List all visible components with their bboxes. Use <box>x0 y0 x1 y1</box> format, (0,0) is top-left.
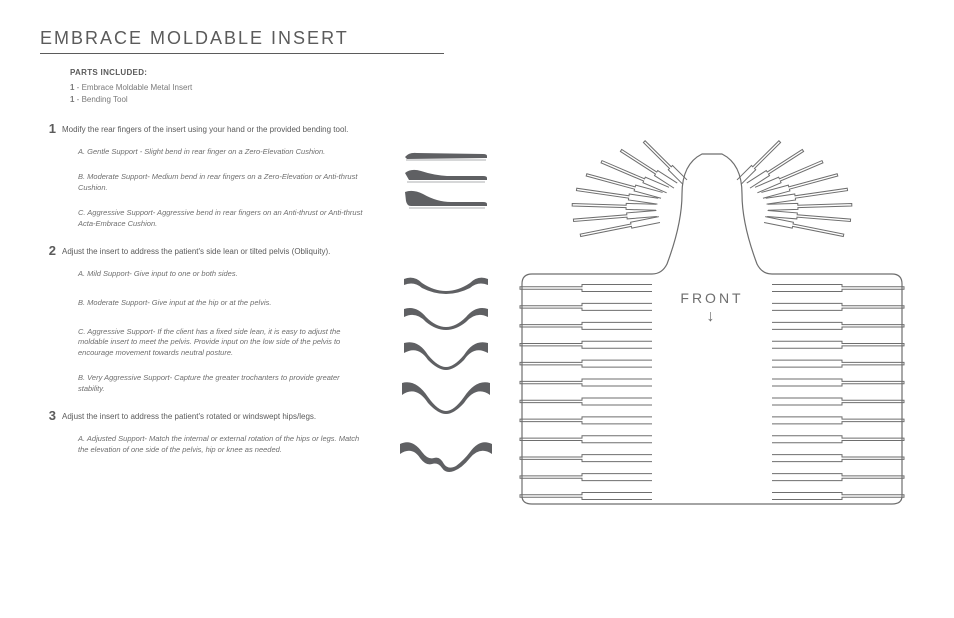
front-label: FRONT ↓ <box>680 290 743 326</box>
step-2-sub-a: A. Mild Support- Give input to one or bo… <box>78 269 368 280</box>
step-2-sub-c: C. Aggressive Support- If the client has… <box>78 327 368 360</box>
step-2-text: Adjust the insert to address the patient… <box>62 244 330 257</box>
obliquity-shape-very-aggressive <box>400 381 492 415</box>
step-2-sublist: A. Mild Support- Give input to one or bo… <box>78 269 368 395</box>
step-1-number: 1 <box>40 122 56 135</box>
parts-qty-0: 1 <box>70 83 74 92</box>
step-2-sub-d: B. Very Aggressive Support- Capture the … <box>78 373 368 395</box>
step-3-shapes <box>386 438 506 482</box>
obliquity-shape-aggressive <box>400 341 492 371</box>
rotation-shape <box>398 438 494 476</box>
parts-included-block: PARTS INCLUDED: 1 - Embrace Moldable Met… <box>70 68 520 104</box>
page-title: EMBRACE MOLDABLE INSERT <box>40 28 520 49</box>
front-text: FRONT <box>680 290 743 306</box>
step-1: 1 Modify the rear fingers of the insert … <box>40 122 520 135</box>
parts-line-0: 1 - Embrace Moldable Metal Insert <box>70 83 520 92</box>
step-2: 2 Adjust the insert to address the patie… <box>40 244 520 257</box>
parts-name-0: Embrace Moldable Metal Insert <box>82 83 193 92</box>
step-2-number: 2 <box>40 244 56 257</box>
step-3-sub-a: A. Adjusted Support- Match the internal … <box>78 434 368 456</box>
step-1-sub-a: A. Gentle Support - Slight bend in rear … <box>78 147 368 158</box>
bend-shape-gentle <box>403 147 489 161</box>
title-rule <box>40 53 444 54</box>
parts-qty-1: 1 <box>70 95 74 104</box>
step-1-sublist: A. Gentle Support - Slight bend in rear … <box>78 147 368 229</box>
bend-shape-aggressive <box>403 189 489 209</box>
step-1-sub-b: B. Moderate Support- Medium bend in rear… <box>78 172 368 194</box>
parts-name-1: Bending Tool <box>82 95 128 104</box>
step-3-sublist: A. Adjusted Support- Match the internal … <box>78 434 368 456</box>
obliquity-shape-moderate <box>400 305 492 331</box>
step-2-shapes <box>386 273 506 425</box>
bend-shape-moderate <box>403 167 489 183</box>
step-1-sub-c: C. Aggressive Support- Aggressive bend i… <box>78 208 368 230</box>
step-3-number: 3 <box>40 409 56 422</box>
parts-heading: PARTS INCLUDED: <box>70 68 520 77</box>
obliquity-shape-mild <box>400 273 492 295</box>
parts-line-1: 1 - Bending Tool <box>70 95 520 104</box>
front-arrow-icon: ↓ <box>680 308 743 326</box>
insert-diagram: FRONT ↓ <box>502 124 922 524</box>
step-1-shapes <box>386 147 506 215</box>
step-2-sub-b: B. Moderate Support- Give input at the h… <box>78 298 368 309</box>
step-1-text: Modify the rear fingers of the insert us… <box>62 122 348 135</box>
step-3-text: Adjust the insert to address the patient… <box>62 409 316 422</box>
